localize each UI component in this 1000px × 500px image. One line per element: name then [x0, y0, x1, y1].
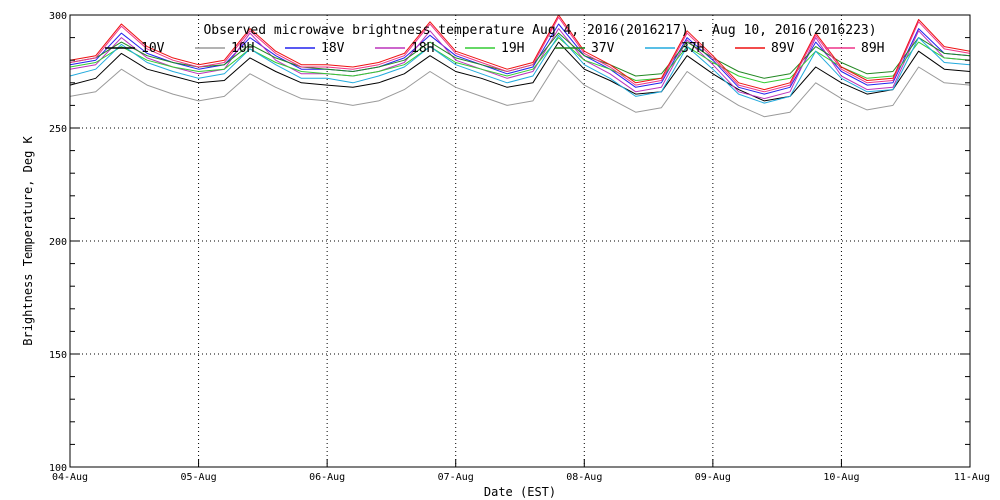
series-line-10v — [69, 41, 971, 102]
legend-label-18v: 18V — [321, 41, 345, 56]
y-tick-label: 100 — [49, 463, 67, 474]
series-line-89h — [69, 16, 971, 93]
series-line-37h — [69, 34, 971, 104]
legend-label-10v: 10V — [141, 41, 165, 56]
y-axis-title: Brightness Temperature, Deg K — [21, 135, 35, 345]
series-lines — [69, 14, 971, 118]
x-tick-label: 05-Aug — [181, 472, 217, 483]
legend-label-89v: 89V — [771, 41, 795, 56]
y-tick-label: 300 — [49, 11, 67, 22]
series-line-10h — [69, 59, 971, 118]
grid-lines — [70, 15, 970, 467]
y-tick-label: 250 — [49, 124, 67, 135]
axis-ticks: 100 150 200 250 300 04-Aug 05-Aug 06-Aug 07-Aug 0… — [49, 11, 990, 483]
legend-label-37v: 37V — [591, 41, 615, 56]
y-tick-label: 150 — [49, 350, 67, 361]
series-line-89v — [69, 14, 971, 91]
x-tick-label: 07-Aug — [438, 472, 474, 483]
legend-label-18h: 18H — [411, 41, 434, 56]
legend-label-89h: 89H — [861, 41, 884, 56]
legend: 10V 10H 18V 18H 19H 37V 37H 89V 89H — [105, 41, 884, 56]
x-tick-label: 10-Aug — [823, 472, 859, 483]
x-tick-label: 06-Aug — [309, 472, 345, 483]
chart-title: Observed microwave brightness temperatur… — [203, 23, 876, 38]
legend-label-10h: 10H — [231, 41, 254, 56]
x-tick-label: 09-Aug — [695, 472, 731, 483]
x-tick-label: 04-Aug — [52, 472, 88, 483]
legend-label-19h: 19H — [501, 41, 524, 56]
y-tick-label: 200 — [49, 237, 67, 248]
legend-label-37h: 37H — [681, 41, 704, 56]
series-line-19h — [69, 37, 971, 84]
x-axis-title: Date (EST) — [484, 485, 556, 499]
x-tick-label: 11-Aug — [954, 472, 990, 483]
x-tick-label: 08-Aug — [566, 472, 602, 483]
